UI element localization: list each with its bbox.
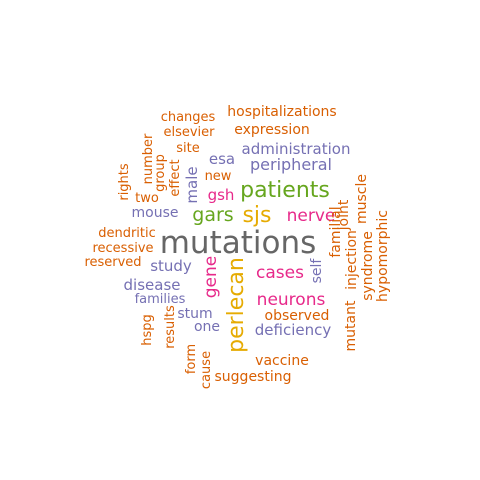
word-results: results: [163, 305, 178, 349]
word-changes: changes: [161, 110, 216, 125]
word-elsevier: elsevier: [163, 125, 215, 140]
word-vaccine: vaccine: [255, 353, 309, 369]
word-expression: expression: [234, 122, 310, 138]
word-hospitalizations: hospitalizations: [227, 104, 336, 120]
word-muscle: muscle: [354, 174, 370, 224]
word-sjs: sjs: [242, 203, 271, 228]
word-mouse: mouse: [132, 205, 179, 221]
word-form: form: [184, 344, 199, 374]
word-nerve: nerve: [287, 206, 336, 226]
word-cases: cases: [256, 263, 304, 283]
word-deficiency: deficiency: [255, 321, 332, 339]
word-syndrome: syndrome: [360, 231, 376, 301]
word-recessive: recessive: [92, 241, 153, 256]
word-gars: gars: [192, 204, 233, 226]
word-peripheral: peripheral: [250, 155, 332, 174]
word-neurons: neurons: [257, 290, 326, 310]
word-gene: gene: [201, 256, 221, 298]
word-injection: injection: [344, 230, 360, 290]
word-esa: esa: [209, 150, 235, 168]
word-number: number: [141, 133, 156, 184]
word-self: self: [309, 258, 325, 284]
word-one: one: [194, 319, 220, 335]
word-gsh: gsh: [208, 186, 235, 204]
word-mutations: mutations: [160, 225, 317, 261]
word-familial: familial: [328, 206, 344, 257]
word-cause: cause: [199, 351, 214, 389]
word-hspg: hspg: [140, 314, 155, 346]
word-disease: disease: [124, 276, 181, 294]
word-suggesting: suggesting: [215, 369, 292, 385]
word-hypomorphic: hypomorphic: [375, 210, 391, 302]
word-mutant: mutant: [343, 300, 359, 351]
word-site: site: [176, 141, 199, 156]
word-two: two: [135, 191, 159, 206]
word-families: families: [135, 292, 186, 307]
word-new: new: [205, 169, 232, 184]
word-study: study: [150, 257, 192, 275]
word-male: male: [183, 166, 201, 203]
word-dendritic: dendritic: [98, 226, 156, 241]
word-stum: stum: [177, 306, 212, 322]
word-observed: observed: [265, 308, 330, 324]
word-group: group: [153, 154, 168, 192]
word-perlecan: perlecan: [224, 257, 249, 353]
word-rights: rights: [117, 163, 132, 201]
word-administration: administration: [242, 140, 351, 158]
word-reserved: reserved: [84, 255, 141, 270]
word-patients: patients: [240, 178, 330, 203]
word-effect: effect: [168, 159, 183, 196]
word-joint: joint: [336, 199, 352, 231]
